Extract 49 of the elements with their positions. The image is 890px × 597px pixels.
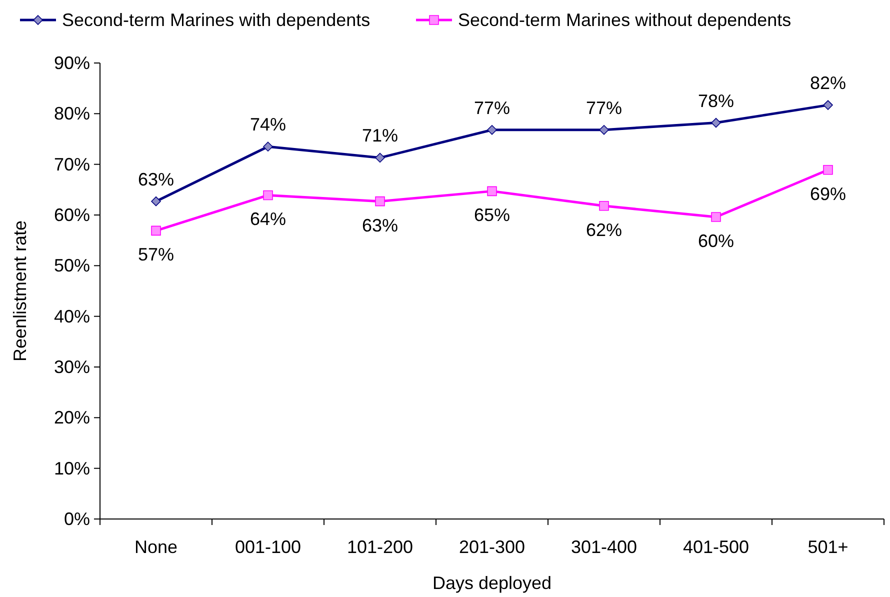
y-axis-title: Reenlistment rate [10, 220, 30, 362]
x-tick-label: 101-200 [346, 537, 414, 557]
x-axis-title: Days deployed [432, 573, 552, 593]
point [263, 190, 273, 200]
data-label: 62% [586, 220, 622, 240]
y-tick-label: 70% [54, 154, 90, 174]
y-tick-label: 0% [64, 509, 90, 529]
x-tick-label: None [134, 537, 178, 557]
y-tick-label: 40% [54, 306, 90, 326]
data-label: 71% [362, 126, 398, 146]
point [711, 118, 721, 128]
point [711, 212, 721, 222]
point [823, 100, 833, 110]
point [823, 165, 833, 175]
point [151, 226, 161, 236]
y-tick-label: 90% [54, 53, 90, 73]
x-tick-label: 301-400 [570, 537, 638, 557]
data-label: 74% [250, 114, 286, 135]
x-tick-label: 201-300 [458, 537, 526, 557]
data-label: 60% [698, 231, 734, 252]
data-label: 82% [810, 73, 846, 94]
x-tick-label: 001-100 [234, 537, 302, 557]
point [375, 152, 385, 163]
data-label: 69% [810, 184, 846, 204]
y-tick-label: 30% [54, 357, 90, 377]
point [151, 196, 161, 206]
data-label: 78% [698, 90, 734, 111]
y-tick-label: 80% [54, 104, 90, 124]
data-label: 77% [474, 98, 510, 118]
data-label: 63% [138, 169, 174, 190]
y-tick-label: 20% [54, 408, 90, 428]
x-tick-label: 401-500 [682, 537, 750, 557]
legend-label: Second-term Marines with dependents [62, 10, 370, 30]
x-tick-label: 501+ [808, 537, 848, 557]
data-label: 64% [250, 209, 286, 230]
point [487, 186, 497, 196]
data-label: 57% [138, 244, 174, 265]
point [599, 124, 609, 135]
y-tick-label: 50% [54, 256, 90, 276]
y-tick-label: 10% [54, 458, 90, 478]
point [375, 196, 385, 206]
point [263, 142, 273, 152]
point [599, 200, 609, 211]
legend-label: Second-term Marines without dependents [458, 10, 792, 30]
data-label: 63% [362, 215, 398, 236]
data-label: 65% [474, 205, 510, 226]
point [487, 124, 497, 135]
data-label: 77% [586, 98, 622, 118]
y-tick-label: 60% [54, 205, 90, 225]
